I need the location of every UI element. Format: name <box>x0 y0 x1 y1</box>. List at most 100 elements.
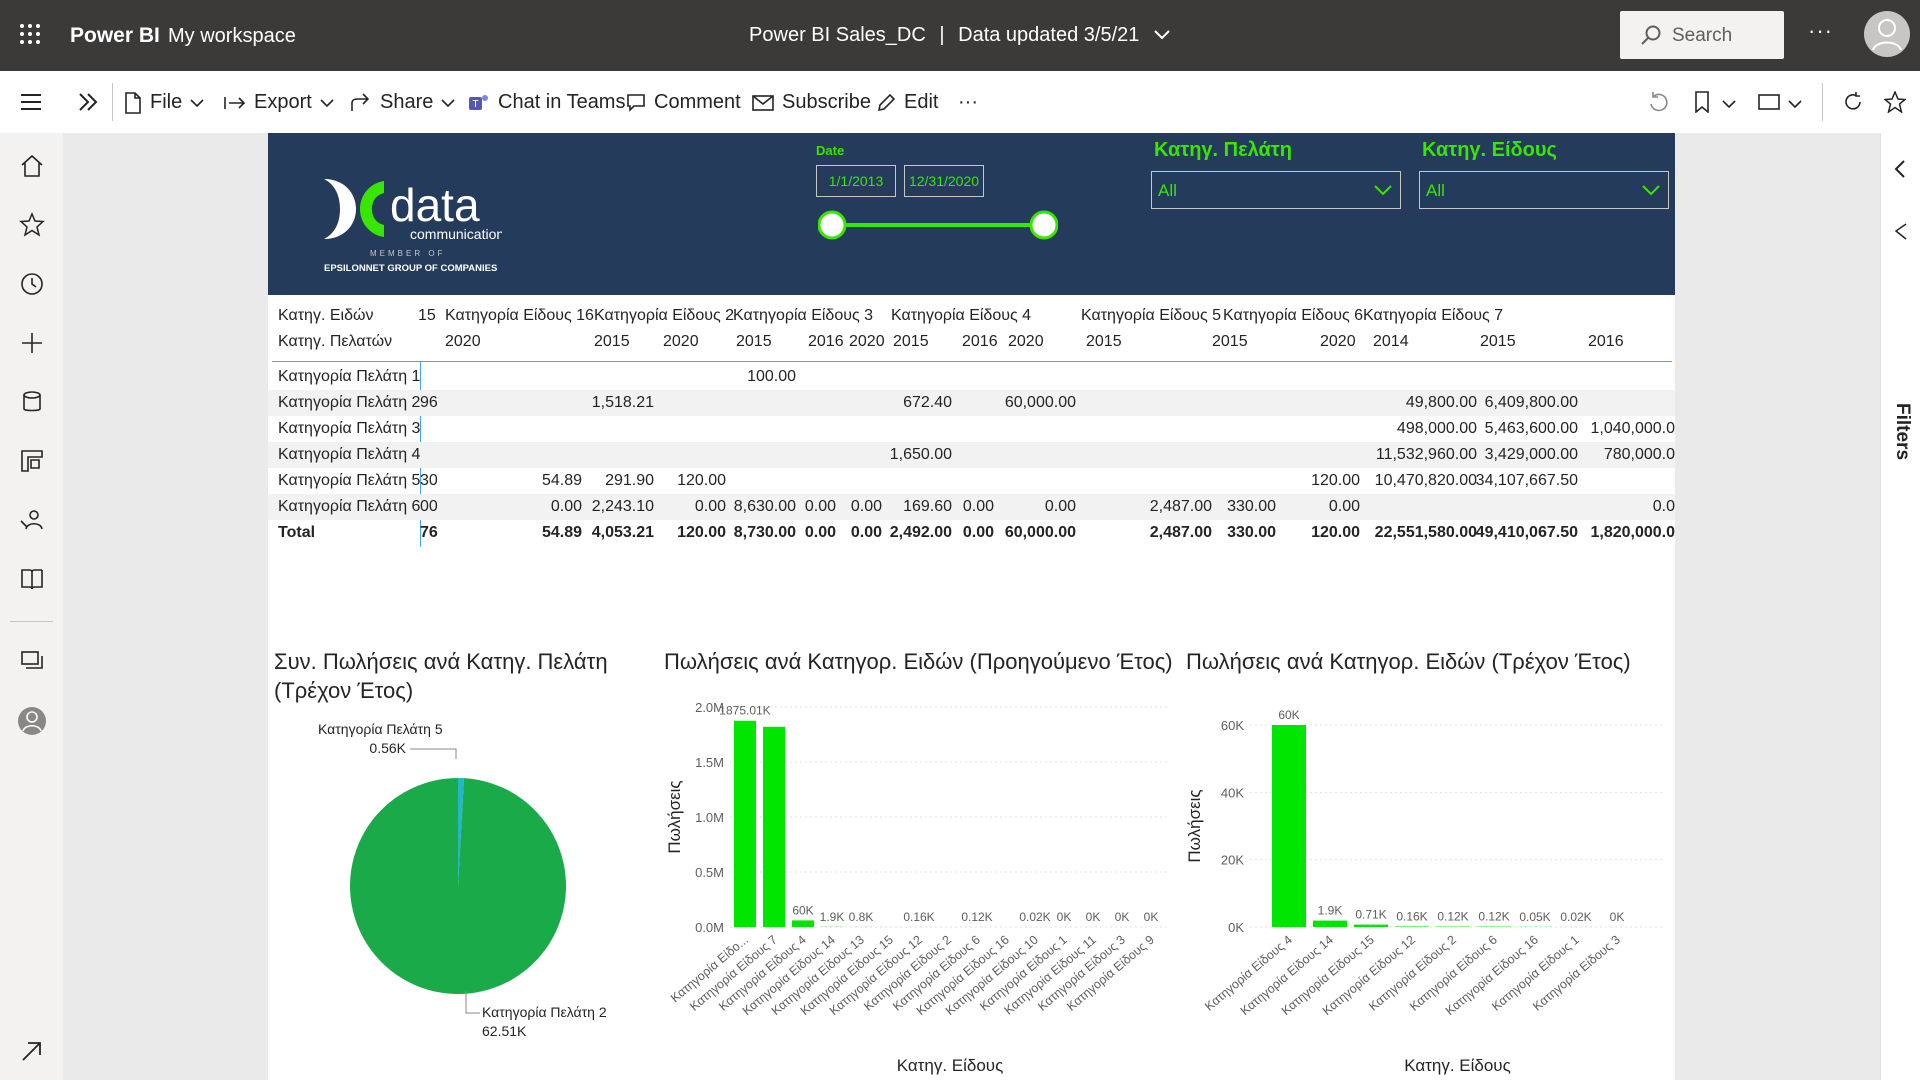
matrix-cell[interactable]: 5,463,600.00 <box>1484 420 1578 437</box>
home-icon[interactable] <box>19 153 45 179</box>
matrix-cell[interactable]: 00 <box>420 498 438 515</box>
matrix-cell[interactable]: 60,000.00 <box>1004 524 1076 541</box>
matrix-cell[interactable]: 0.00 <box>1328 498 1360 515</box>
bar[interactable] <box>792 920 814 927</box>
matrix-cell[interactable]: 11,532,960.00 <box>1375 446 1477 463</box>
bar[interactable] <box>1272 725 1306 927</box>
matrix-cell[interactable]: 3,429,000.00 <box>1484 446 1578 463</box>
share-menu[interactable]: Share <box>350 91 455 114</box>
matrix-cell[interactable]: 34,107,667.50 <box>1475 472 1578 489</box>
row-header[interactable]: Κατηγορία Πελάτη 4 <box>278 446 421 463</box>
year-column-header[interactable]: 2020 <box>849 333 885 350</box>
apps-icon[interactable] <box>19 448 45 474</box>
date-range-slider[interactable] <box>818 205 1058 245</box>
column-group-header[interactable]: Κατηγορία Είδους 6 <box>1223 307 1364 324</box>
year-column-header[interactable]: 2020 <box>1320 333 1356 350</box>
refresh-icon[interactable] <box>1842 91 1864 113</box>
year-column-header[interactable]: 2014 <box>1373 333 1409 350</box>
matrix-cell[interactable]: 1,518.21 <box>591 394 654 411</box>
matrix-cell[interactable]: 2,492.00 <box>889 524 952 541</box>
matrix-cell[interactable]: 49,800.00 <box>1405 394 1477 411</box>
matrix-cell[interactable]: 780,000.0 <box>1603 446 1675 463</box>
matrix-cell[interactable]: 8,630.00 <box>733 498 796 515</box>
matrix-cell[interactable]: 60,000.00 <box>1004 394 1076 411</box>
matrix-cell[interactable]: 330.00 <box>1227 498 1276 515</box>
bookmark-icon[interactable] <box>1694 91 1710 113</box>
bar[interactable] <box>1313 920 1347 927</box>
matrix-cell[interactable]: 54.89 <box>541 524 582 541</box>
row-header[interactable]: Κατηγορία Πελάτη 6 <box>278 498 421 515</box>
date-from-input[interactable]: 1/1/2013 <box>816 165 896 197</box>
bar-chart-previous-year[interactable]: 0.0M 0.5M 1.0M 1.5M 2.0M Πωλήσεις 1875.01K Κατη… <box>658 641 1180 1080</box>
view-icon[interactable] <box>1758 93 1780 111</box>
workspaces-icon[interactable] <box>19 647 45 673</box>
matrix-cell[interactable]: 120.00 <box>1311 472 1360 489</box>
favorites-icon[interactable] <box>19 212 45 238</box>
year-column-header[interactable]: 2020 <box>1008 333 1044 350</box>
recent-icon[interactable] <box>19 271 45 297</box>
bar[interactable] <box>734 720 756 927</box>
matrix-cell[interactable]: 0.00 <box>550 498 582 515</box>
chevron-down-icon[interactable] <box>1722 99 1736 109</box>
year-column-header[interactable]: 2016 <box>962 333 998 350</box>
bar[interactable] <box>1354 924 1388 927</box>
year-column-header[interactable]: 2016 <box>1588 333 1624 350</box>
matrix-cell[interactable]: 120.00 <box>677 524 726 541</box>
bar-chart-current-year-panel[interactable]: Πωλήσεις ανά Κατηγορ. Ειδών (Τρέχον Έτος… <box>1180 641 1675 1080</box>
comment-button[interactable]: Comment <box>626 91 741 114</box>
chat-in-teams-button[interactable]: T Chat in Teams <box>468 91 625 114</box>
column-group-header[interactable]: Κατηγορία Είδους 5 <box>1081 307 1222 324</box>
matrix-cell[interactable]: 0.00 <box>850 498 882 515</box>
pie-chart-panel[interactable]: Συν. Πωλήσεις ανά Κατηγ. Πελάτη (Τρέχον … <box>268 641 654 1080</box>
item-category-dropdown[interactable]: All <box>1419 171 1669 209</box>
filters-pane[interactable]: Filters <box>1880 133 1920 1080</box>
matrix-cell[interactable]: 2,487.00 <box>1149 524 1212 541</box>
matrix-cell[interactable]: 0.00 <box>1044 498 1076 515</box>
matrix-cell[interactable]: 120.00 <box>677 472 726 489</box>
column-group-header[interactable]: Κατηγορία Είδους 3 <box>733 307 874 324</box>
date-to-input[interactable]: 12/31/2020 <box>904 165 984 197</box>
year-column-header[interactable]: 2015 <box>1480 333 1516 350</box>
chevron-left-icon[interactable] <box>1894 159 1906 179</box>
row-header[interactable]: Κατηγορία Πελάτη 1 <box>278 368 421 385</box>
file-menu[interactable]: File <box>124 91 204 114</box>
matrix-cell[interactable]: 169.60 <box>903 498 952 515</box>
column-group-header[interactable]: Κατηγορία Είδους 16 <box>445 307 594 324</box>
matrix-cell[interactable]: 100.00 <box>747 368 796 385</box>
matrix-cell[interactable]: 2,487.00 <box>1149 498 1212 515</box>
toolbar-more-button[interactable]: ··· <box>958 91 978 113</box>
matrix-cell[interactable]: 330.00 <box>1227 524 1276 541</box>
user-avatar[interactable] <box>1864 11 1910 57</box>
sales-matrix[interactable]: Κατηγ. Ειδών Κατηγ. Πελατών 15 Κατηγορία … <box>268 295 1675 789</box>
bar[interactable] <box>1395 926 1429 927</box>
matrix-cell[interactable]: 1,650.00 <box>889 446 952 463</box>
matrix-cell[interactable]: 54.89 <box>541 472 582 489</box>
matrix-cell[interactable]: 30 <box>420 472 438 489</box>
power-bi-brand[interactable]: Power BI <box>70 24 160 47</box>
matrix-cell[interactable]: 4,053.21 <box>591 524 654 541</box>
year-column-header[interactable]: 2015 <box>893 333 929 350</box>
chevron-down-icon[interactable] <box>1153 29 1171 41</box>
matrix-cell[interactable]: 0.00 <box>694 498 726 515</box>
shared-with-me-icon[interactable] <box>19 507 45 533</box>
column-group-header[interactable]: Κατηγορία Είδους 2 <box>594 307 735 324</box>
export-menu[interactable]: Export <box>224 91 334 114</box>
row-header[interactable]: Κατηγορία Πελάτη 5 <box>278 472 421 489</box>
workspace-breadcrumb[interactable]: My workspace <box>168 25 296 47</box>
learn-icon[interactable] <box>19 566 45 592</box>
matrix-cell[interactable]: 6,409,800.00 <box>1484 394 1578 411</box>
my-workspace-icon[interactable] <box>17 706 47 736</box>
more-options-button[interactable]: ··· <box>1808 18 1833 43</box>
matrix-cell[interactable]: 1,820,000.0 <box>1590 524 1675 541</box>
year-column-header[interactable]: 2015 <box>736 333 772 350</box>
matrix-cell[interactable]: 2,243.10 <box>591 498 654 515</box>
matrix-cell[interactable]: 291.90 <box>605 472 654 489</box>
matrix-cell[interactable]: 1,040,000.0 <box>1590 420 1675 437</box>
matrix-cell[interactable]: 10,470,820.00 <box>1374 472 1477 489</box>
pie-slice[interactable] <box>458 778 465 886</box>
chevron-down-icon[interactable] <box>1788 99 1802 109</box>
star-icon[interactable] <box>1884 91 1906 113</box>
column-group-header[interactable]: Κατηγορία Είδους 4 <box>891 307 1032 324</box>
matrix-cell[interactable]: 120.00 <box>1311 524 1360 541</box>
